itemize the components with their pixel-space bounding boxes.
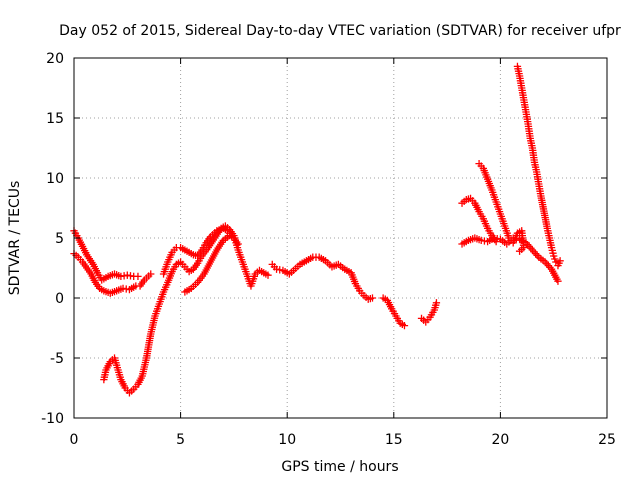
chart-svg: 0 5 10 15 20 25 -10 -5 0 5 10 15 20 Day 052 of 2015,… bbox=[0, 0, 640, 480]
y-axis-label: SDTVAR / TECUs bbox=[7, 181, 23, 296]
series-track-a bbox=[71, 228, 141, 283]
data-point-marker bbox=[135, 273, 141, 279]
x-tick-label: 10 bbox=[278, 432, 296, 448]
chart-title: Day 052 of 2015, Sidereal Day-to-day VTE… bbox=[59, 23, 621, 39]
y-tick-label: 10 bbox=[46, 171, 64, 187]
y-tick-label: 5 bbox=[55, 231, 64, 247]
y-tick-label: -10 bbox=[41, 411, 64, 427]
series-track-f bbox=[269, 254, 375, 302]
y-tick-label: 20 bbox=[46, 51, 64, 67]
series-track-g bbox=[380, 295, 407, 329]
x-tick-label: 0 bbox=[70, 432, 79, 448]
x-tick-label: 20 bbox=[491, 432, 509, 448]
data-point-marker bbox=[550, 250, 556, 256]
y-tick-label: -5 bbox=[50, 351, 64, 367]
x-tick-label: 15 bbox=[385, 432, 403, 448]
data-point-marker bbox=[551, 253, 557, 259]
x-axis-label: GPS time / hours bbox=[281, 459, 398, 475]
series-track-h bbox=[419, 300, 440, 325]
marks-layer bbox=[71, 63, 563, 395]
data-point-marker bbox=[549, 247, 555, 253]
x-tick-label: 25 bbox=[598, 432, 616, 448]
chart-root: 0 5 10 15 20 25 -10 -5 0 5 10 15 20 Day 052 of 2015,… bbox=[0, 0, 640, 480]
y-tick-label: 15 bbox=[46, 111, 64, 127]
x-tick-label: 5 bbox=[176, 432, 185, 448]
y-tick-label: 0 bbox=[55, 291, 64, 307]
